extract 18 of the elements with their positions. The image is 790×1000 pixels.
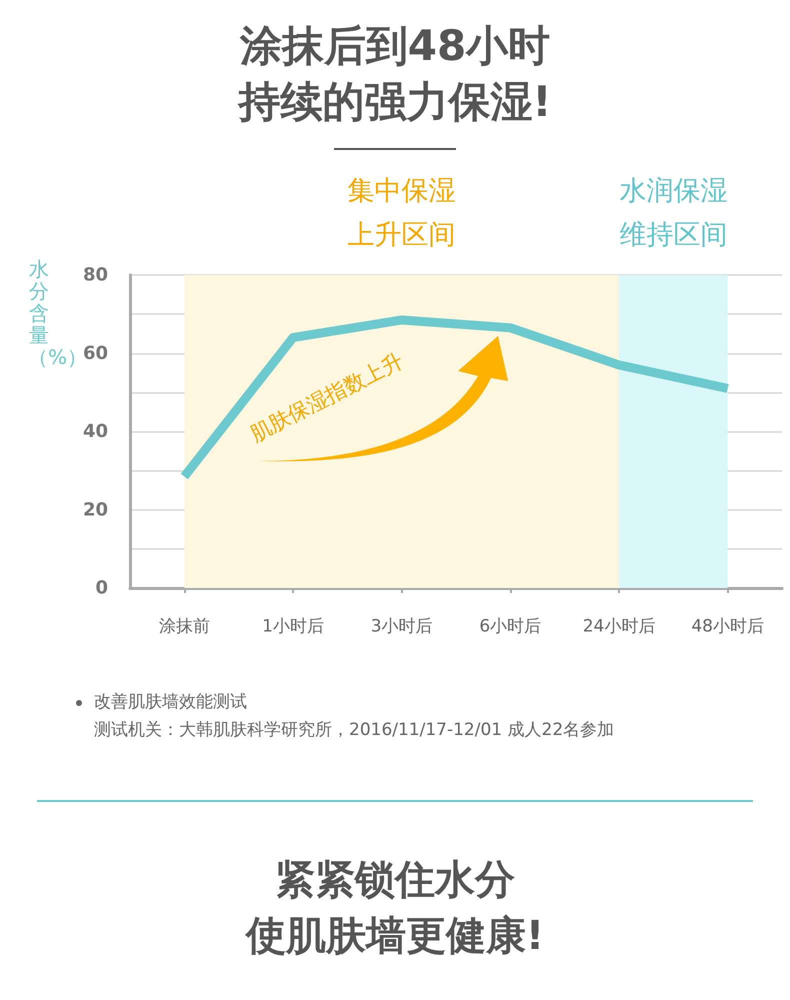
text: 改善肌肤墙效能测试	[93, 691, 248, 714]
y-tick-label: 20	[82, 499, 108, 520]
y-tick-label: 80	[82, 264, 108, 286]
annotation: 肌肤保湿指数上升	[245, 348, 408, 448]
x-tick-label: 3小时后	[370, 616, 433, 636]
chart-title: 涂抹后到48小时持续的强力保湿!	[236, 20, 553, 128]
x-tick-label: 6小时后	[479, 616, 542, 636]
x-tick-label: 24小时后	[582, 616, 656, 636]
text: 测试机关：大韩肌肤科学研究所，2016/11/17-12/01 成人22名参加	[93, 719, 616, 742]
band-label: 集中保湿上升区间	[348, 176, 456, 250]
x-tick-label: 涂抹前	[158, 616, 210, 636]
band-label: 水润保湿维持区间	[619, 176, 728, 250]
text: 紧紧锁住水分	[274, 856, 516, 905]
y-tick-label: 0	[95, 578, 108, 598]
text: 使肌肤墙更健康!	[244, 912, 546, 961]
y-tick-label: 40	[82, 421, 108, 442]
x-tick-label: 48小时后	[691, 616, 764, 636]
x-tick-label: 1小时后	[262, 616, 324, 636]
